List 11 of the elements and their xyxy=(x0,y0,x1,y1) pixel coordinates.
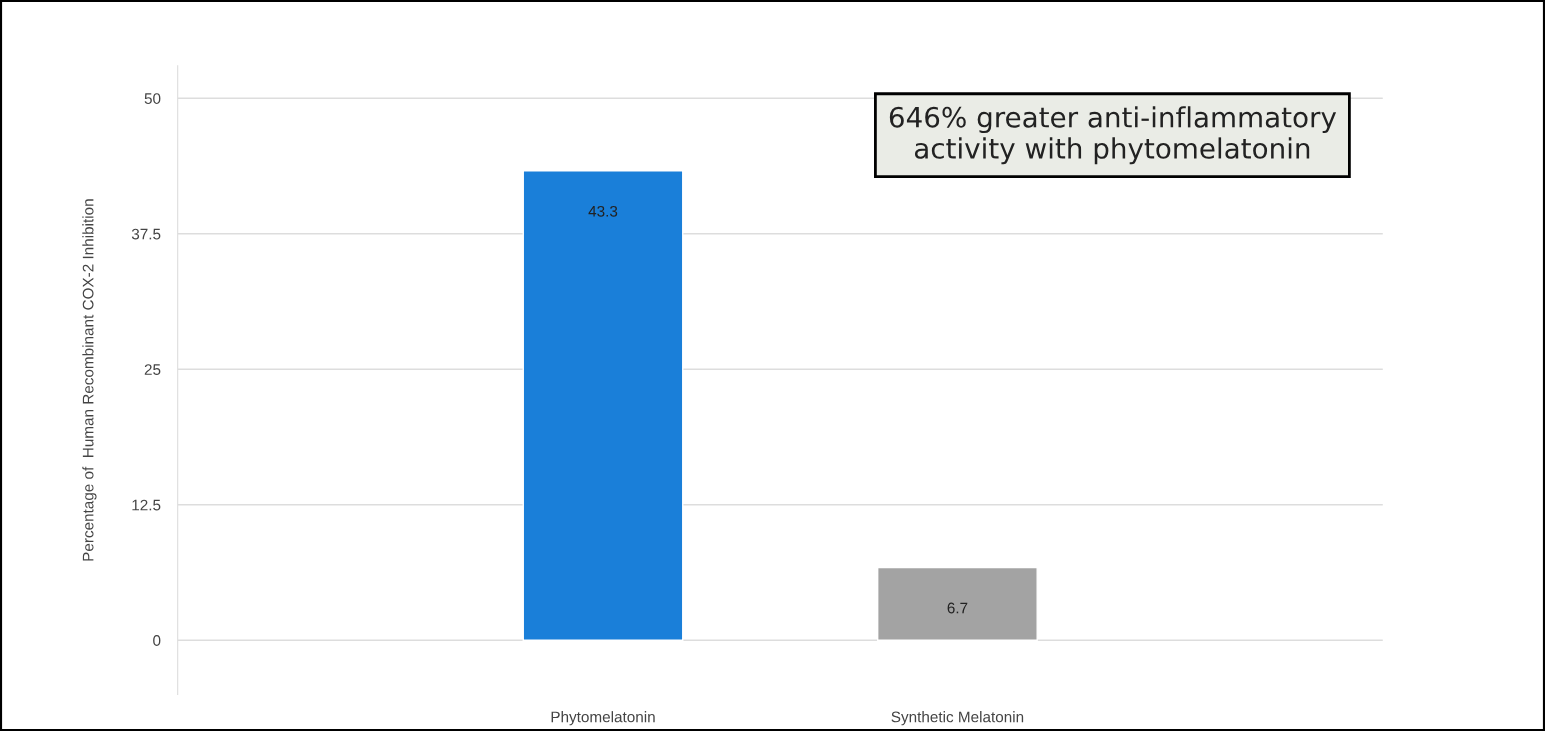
y-tick-label: 0 xyxy=(153,635,161,646)
x-tick-label: Phytomelatonin xyxy=(551,711,655,726)
annotation: 646% greater anti-inflammatory activity with phytomelatonin xyxy=(889,106,1337,165)
x-tick-label: Synthetic Melatonin xyxy=(891,711,1024,726)
y-tick-label: 37.5 xyxy=(131,228,161,240)
y-tick-label: 25 xyxy=(144,364,161,375)
y-tick-label: 50 xyxy=(144,93,161,104)
data-label: 43.3 xyxy=(588,205,618,217)
data-label: 6.7 xyxy=(947,602,968,614)
y-tick-label: 12.5 xyxy=(132,499,161,511)
y-axis-title: Percentage of Human Recombinant COX-2 Inhibition xyxy=(82,199,97,561)
